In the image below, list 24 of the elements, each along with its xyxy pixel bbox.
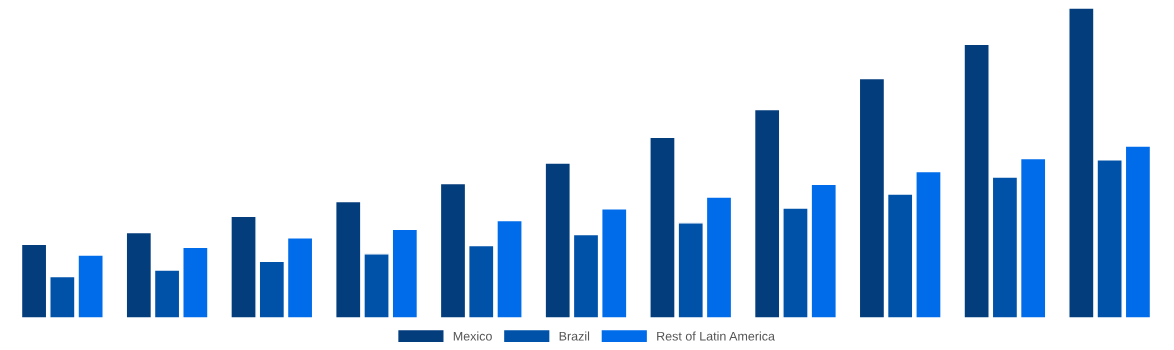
bar xyxy=(286,237,314,318)
legend-label: Brazil xyxy=(559,331,590,341)
bar xyxy=(858,77,886,318)
bar xyxy=(153,269,181,318)
bar xyxy=(182,246,209,318)
bar xyxy=(258,260,286,318)
bar xyxy=(125,231,153,318)
bar xyxy=(886,193,914,318)
legend-label: Rest of Latin America xyxy=(657,331,775,341)
bar xyxy=(572,233,600,318)
bar xyxy=(439,182,467,318)
bar xyxy=(20,243,48,318)
bar xyxy=(753,108,781,318)
bar xyxy=(230,215,257,318)
bar xyxy=(963,43,990,318)
bar xyxy=(705,196,733,318)
legend-label: Mexico xyxy=(453,331,492,341)
bar xyxy=(544,162,571,318)
bar xyxy=(1019,157,1047,318)
bar xyxy=(391,228,419,318)
bar xyxy=(601,208,628,318)
bar xyxy=(991,176,1019,318)
bar xyxy=(1124,145,1152,318)
bar xyxy=(915,170,942,318)
